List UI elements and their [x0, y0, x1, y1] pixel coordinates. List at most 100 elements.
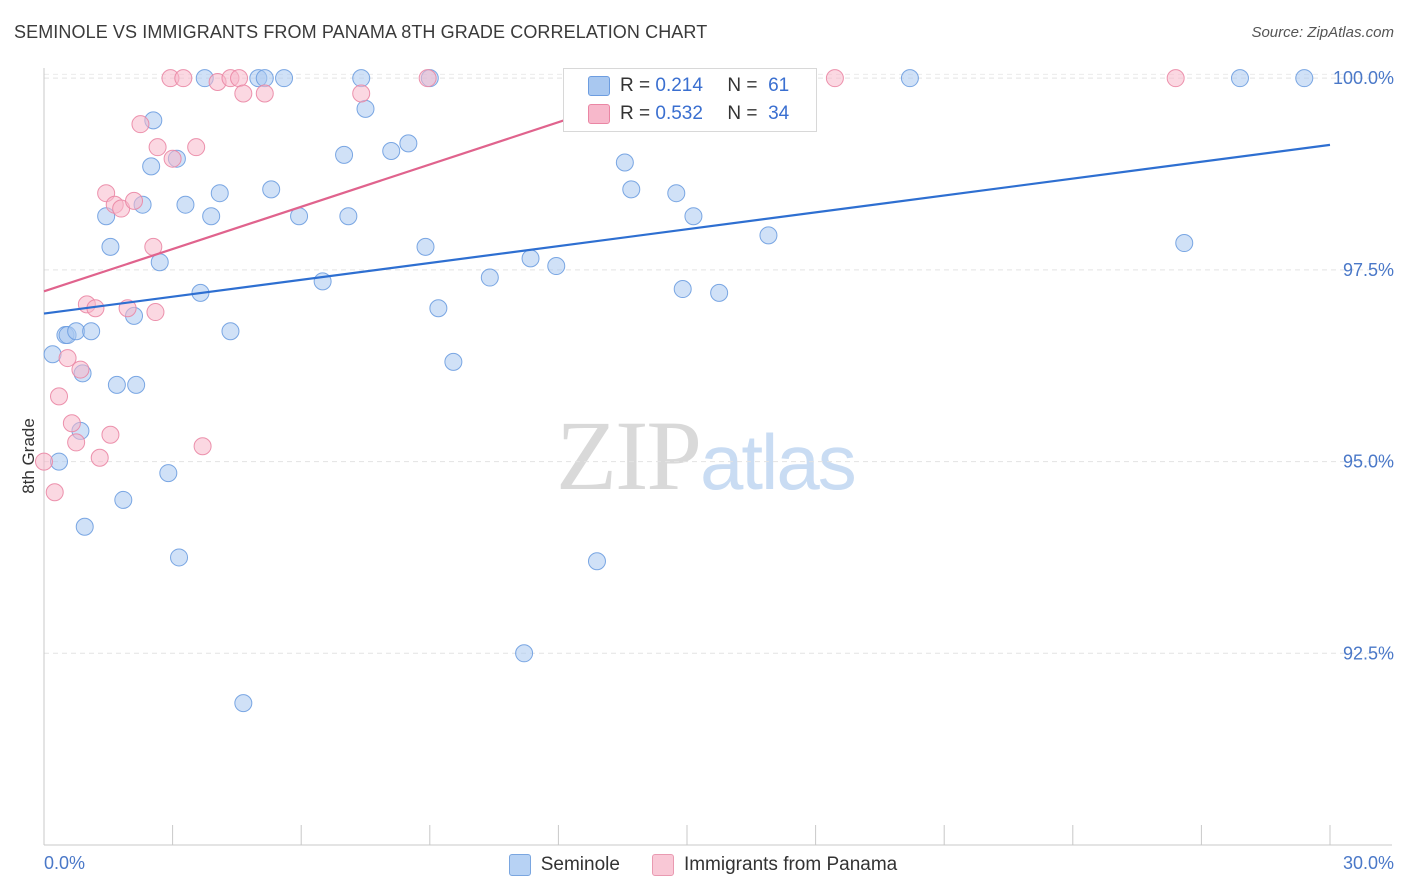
data-point — [125, 191, 144, 210]
data-point — [170, 548, 189, 567]
data-point — [75, 517, 94, 536]
n-value: 61 — [768, 75, 790, 96]
data-point — [399, 134, 418, 153]
data-point — [127, 375, 146, 394]
data-point — [101, 237, 120, 256]
data-point — [71, 360, 90, 379]
n-value: 34 — [768, 103, 790, 124]
y-tick-label: 97.5% — [1343, 260, 1394, 280]
data-point — [255, 84, 274, 103]
n-label: N = — [727, 103, 758, 124]
data-point — [335, 145, 354, 164]
data-point — [148, 138, 167, 157]
r-value: 0.214 — [655, 75, 703, 96]
series-seminole-points — [43, 69, 1314, 713]
y-tick-label: 95.0% — [1343, 452, 1394, 472]
data-point — [45, 483, 64, 502]
series-panama-points — [35, 69, 1185, 502]
data-point — [50, 387, 69, 406]
x-tick-label-min: 0.0% — [44, 853, 85, 873]
stats-row-panama: R = 0.532 N = 34 — [588, 101, 789, 127]
data-point — [352, 84, 371, 103]
data-point — [107, 375, 126, 394]
data-point — [615, 153, 634, 172]
data-point — [146, 303, 165, 322]
series-legend: Seminole Immigrants from Panama — [0, 852, 1406, 878]
data-point — [547, 257, 566, 276]
data-point — [255, 69, 274, 88]
data-point — [667, 184, 686, 203]
data-point — [429, 299, 448, 318]
data-point — [382, 142, 401, 161]
data-point — [187, 138, 206, 157]
data-point — [339, 207, 358, 226]
y-tick-label: 92.5% — [1343, 643, 1394, 663]
data-point — [50, 452, 69, 471]
legend-swatch-panama — [588, 104, 610, 124]
data-point — [352, 69, 371, 88]
data-point — [480, 268, 499, 287]
data-point — [673, 280, 692, 299]
data-point — [210, 184, 229, 203]
n-label: N = — [727, 75, 758, 96]
data-point — [515, 644, 534, 663]
data-point — [202, 207, 221, 226]
data-point — [114, 490, 133, 509]
data-point — [1166, 69, 1185, 88]
data-point — [622, 180, 641, 199]
y-tick-labels: 92.5% 95.0% 97.5% 100.0% — [1333, 68, 1394, 663]
trend-line — [43, 143, 1331, 315]
data-point — [90, 448, 109, 467]
legend-label-seminole: Seminole — [540, 854, 620, 875]
data-point — [67, 433, 86, 452]
r-label: R = — [620, 75, 651, 96]
data-point — [43, 345, 62, 364]
stats-row-seminole: R = 0.214 N = 61 — [588, 73, 789, 99]
data-point — [1230, 69, 1249, 88]
data-point — [1175, 234, 1194, 253]
data-point — [356, 99, 375, 118]
data-point — [62, 414, 81, 433]
data-point — [684, 207, 703, 226]
data-point — [131, 115, 150, 134]
data-point — [418, 69, 437, 88]
x-tick-label-max: 30.0% — [1343, 853, 1394, 873]
y-axis-title: 8th Grade — [19, 418, 38, 494]
data-point — [587, 552, 606, 571]
data-point — [444, 352, 463, 371]
data-point — [759, 226, 778, 245]
data-point — [234, 84, 253, 103]
data-point — [1295, 69, 1314, 88]
legend-item-panama[interactable]: Immigrants from Panama — [651, 854, 898, 876]
data-point — [825, 69, 844, 88]
data-point — [221, 322, 240, 341]
data-point — [193, 437, 212, 456]
data-point — [416, 237, 435, 256]
legend-swatch-seminole — [588, 76, 610, 96]
x-ticks — [43, 825, 1331, 845]
data-point — [82, 322, 101, 341]
data-point — [521, 249, 540, 268]
data-point — [163, 149, 182, 168]
r-label: R = — [620, 103, 651, 124]
data-point — [35, 452, 53, 471]
data-point — [176, 195, 195, 214]
data-point — [58, 349, 77, 368]
y-tick-label: 100.0% — [1333, 68, 1394, 88]
data-point — [262, 180, 281, 199]
data-point — [275, 69, 294, 88]
data-point — [174, 69, 193, 88]
watermark-zip: ZIP — [556, 400, 702, 511]
data-point — [67, 322, 86, 341]
legend-label-panama: Immigrants from Panama — [683, 854, 898, 875]
data-point — [234, 694, 253, 713]
axes — [43, 68, 1392, 846]
legend-item-seminole[interactable]: Seminole — [508, 854, 620, 876]
data-point — [230, 69, 249, 88]
r-value: 0.532 — [655, 103, 703, 124]
data-point — [159, 464, 178, 483]
data-point — [900, 69, 919, 88]
source-label: Source: ZipAtlas.com — [1251, 24, 1394, 41]
chart-title: SEMINOLE VS IMMIGRANTS FROM PANAMA 8TH G… — [14, 22, 708, 42]
